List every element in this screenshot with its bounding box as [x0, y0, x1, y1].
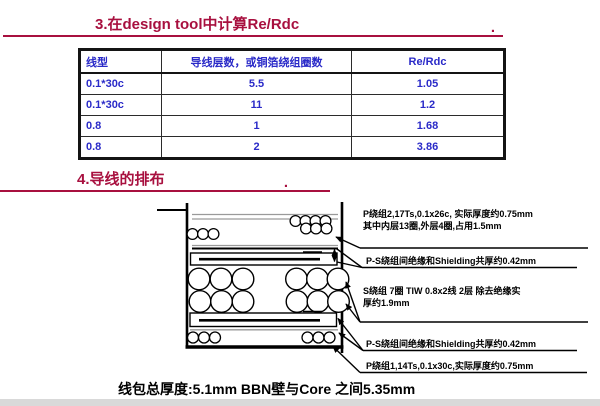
annotation-line: P绕组1,14Ts,0.1x30c,实际厚度约0.75mm	[366, 361, 534, 371]
s-winding-turn-circles	[187, 267, 351, 314]
section3-trailing-period: .	[490, 19, 495, 36]
cell-re-rdc: 1.05	[351, 72, 505, 95]
annotation-ps-insulation-lower: P-S绕组间绝缘和Shielding共厚约0.42mm	[366, 339, 536, 351]
table-header-row: 线型 导线层数，或铜箔绕组圈数 Re/Rdc	[79, 49, 505, 74]
cell-re-rdc: 1.2	[351, 94, 505, 116]
annotation-s-winding: S绕组 7圈 TIW 0.8x2线 2层 除去绝缘实 厚约1.9mm	[363, 286, 521, 309]
annotation-p-winding-2: P绕组2,17Ts,0.1x26c, 实际厚度约0.75mm 其中内层13圈,外…	[363, 209, 533, 232]
section4-title: 4.导线的排布	[77, 171, 165, 188]
cell-layers: 1	[161, 115, 352, 137]
header-wire-type: 线型	[79, 49, 162, 74]
annotation-leader-lines	[332, 236, 588, 374]
annotation-line: P-S绕组间绝缘和Shielding共厚约0.42mm	[366, 256, 537, 266]
cell-re-rdc: 1.68	[351, 115, 505, 137]
annotation-line: 其中内层13圈,外层4圈,占用1.5mm	[363, 220, 502, 231]
cell-layers: 11	[161, 94, 352, 116]
table-row: 0.8 2 3.86	[79, 136, 505, 159]
winding-arrangement-diagram	[157, 202, 588, 374]
cell-re-rdc: 3.86	[351, 136, 505, 159]
upper-shielding-layer	[192, 244, 338, 250]
lower-foil-winding	[189, 310, 338, 331]
re-rdc-table: 线型 导线层数，或铜箔绕组圈数 Re/Rdc 0.1*30c 5.5 1.05 …	[78, 48, 506, 160]
section4-trailing-period: .	[283, 174, 288, 191]
total-thickness-caption: 线包总厚度:5.1mm BBN壁与Core 之间5.35mm	[118, 381, 416, 397]
cell-wire-type: 0.8	[79, 136, 162, 159]
table-row: 0.8 1 1.68	[79, 115, 505, 137]
cell-wire-type: 0.1*30c	[79, 94, 162, 116]
annotation-p-winding-1: P绕组1,14Ts,0.1x30c,实际厚度约0.75mm	[366, 361, 533, 373]
cell-wire-type: 0.8	[79, 115, 162, 137]
slide-bottom-edge	[0, 399, 600, 406]
annotation-ps-insulation-upper: P-S绕组间绝缘和Shielding共厚约0.42mm	[366, 256, 536, 268]
upper-foil-winding	[189, 251, 338, 266]
annotation-line: 厚约1.9mm	[363, 297, 410, 308]
table-row: 0.1*30c 5.5 1.05	[79, 72, 505, 95]
p-winding-1-turn-circles	[186, 331, 336, 344]
cell-wire-type: 0.1*30c	[79, 72, 162, 95]
table-row: 0.1*30c 11 1.2	[79, 94, 505, 116]
p-winding-2-turn-circles	[186, 214, 333, 241]
section3-title: 3.在design tool中计算Re/Rdc	[95, 16, 300, 33]
cell-layers: 5.5	[161, 72, 352, 95]
cell-layers: 2	[161, 136, 352, 159]
header-re-rdc: Re/Rdc	[351, 49, 505, 74]
annotation-line: P绕组2,17Ts,0.1x26c, 实际厚度约0.75mm	[363, 209, 533, 219]
section4-title-band: 4.导线的排布 .	[0, 168, 330, 192]
section3-title-band: 3.在design tool中计算Re/Rdc .	[3, 13, 503, 37]
annotation-line: S绕组 7圈 TIW 0.8x2线 2层 除去绝缘实	[363, 286, 521, 296]
annotation-line: P-S绕组间绝缘和Shielding共厚约0.42mm	[366, 339, 537, 349]
header-layers: 导线层数，或铜箔绕组圈数	[161, 49, 352, 74]
